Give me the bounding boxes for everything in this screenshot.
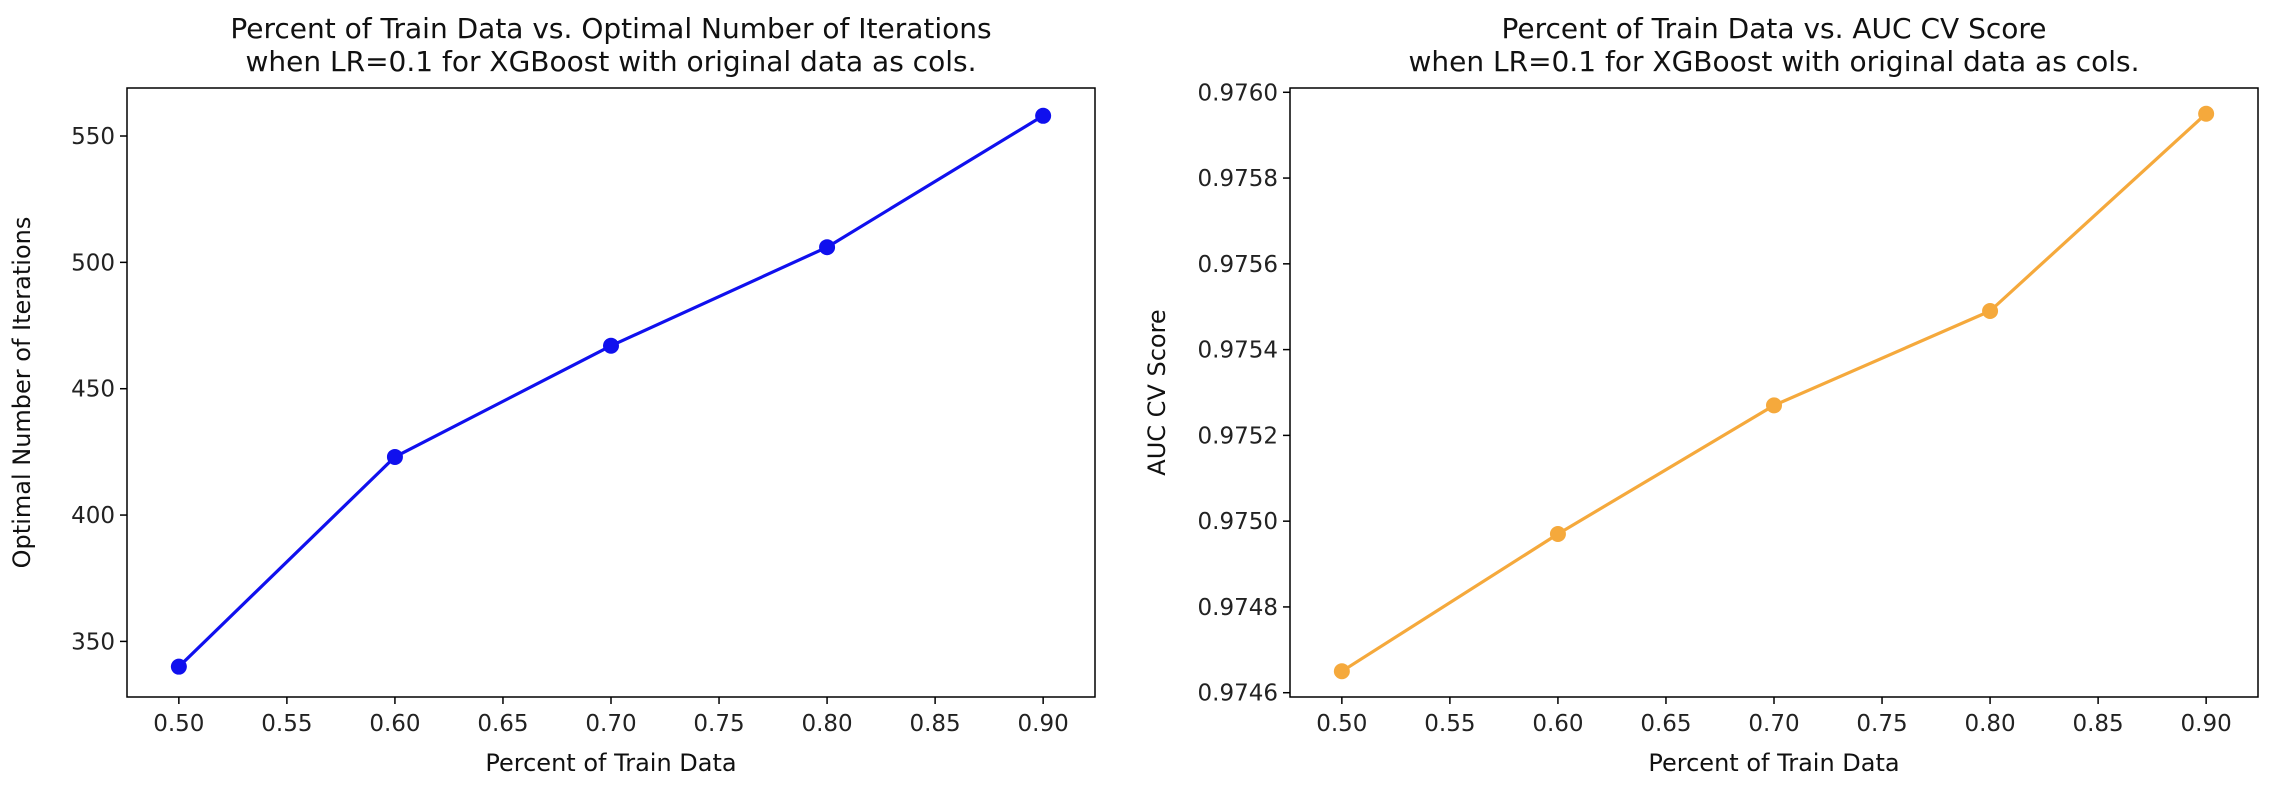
- x-tick-label: 0.65: [477, 711, 528, 737]
- y-tick-label: 0.9750: [1198, 509, 1278, 535]
- x-tick-label: 0.90: [2181, 711, 2232, 737]
- x-tick-label: 0.50: [153, 711, 204, 737]
- y-tick-label: 0.9754: [1198, 338, 1278, 364]
- x-tick-label: 0.70: [585, 711, 636, 737]
- x-axis-label: Percent of Train Data: [485, 749, 736, 777]
- y-tick-label: 350: [71, 629, 115, 655]
- y-tick-label: 0.9760: [1198, 80, 1278, 106]
- data-point: [1766, 397, 1782, 414]
- x-tick-label: 0.85: [909, 711, 960, 737]
- chart-title: Percent of Train Data vs. Optimal Number…: [230, 12, 991, 45]
- data-point: [1035, 107, 1052, 124]
- x-tick-label: 0.75: [693, 711, 744, 737]
- x-tick-label: 0.80: [1964, 711, 2015, 737]
- x-tick-label: 0.75: [1856, 711, 1907, 737]
- y-tick-label: 0.9748: [1198, 595, 1278, 621]
- x-tick-label: 0.85: [2072, 711, 2123, 737]
- y-axis-label: AUC CV Score: [1143, 309, 1171, 475]
- y-tick-label: 0.9758: [1198, 166, 1278, 192]
- data-point: [1982, 303, 1999, 320]
- chart-title: Percent of Train Data vs. AUC CV Score: [1501, 12, 2046, 45]
- data-point: [1549, 526, 1566, 543]
- x-tick-label: 0.55: [261, 711, 312, 737]
- data-point: [2198, 105, 2215, 122]
- y-tick-label: 450: [71, 377, 115, 403]
- x-tick-label: 0.50: [1316, 711, 1367, 737]
- y-tick-label: 550: [71, 124, 115, 150]
- chart-1: Percent of Train Data vs. Optimal Number…: [8, 12, 1096, 777]
- data-point: [170, 658, 187, 675]
- x-tick-label: 0.80: [801, 711, 852, 737]
- x-tick-label: 0.90: [1018, 711, 1069, 737]
- data-point: [819, 239, 836, 256]
- data-point: [1333, 663, 1350, 680]
- y-tick-label: 0.9746: [1198, 681, 1278, 707]
- x-tick-label: 0.55: [1424, 711, 1475, 737]
- x-tick-label: 0.65: [1640, 711, 1691, 737]
- x-tick-label: 0.60: [1532, 711, 1583, 737]
- y-tick-label: 0.9752: [1198, 423, 1278, 449]
- chart-subtitle: when LR=0.1 for XGBoost with original da…: [246, 45, 977, 78]
- data-point: [603, 337, 619, 354]
- data-point: [386, 448, 403, 465]
- x-tick-label: 0.60: [369, 711, 420, 737]
- x-axis-label: Percent of Train Data: [1648, 749, 1899, 777]
- y-tick-label: 400: [71, 503, 115, 529]
- chart-subtitle: when LR=0.1 for XGBoost with original da…: [1409, 45, 2140, 78]
- y-axis-label: Optimal Number of Iterations: [8, 217, 36, 569]
- y-tick-label: 0.9756: [1198, 252, 1278, 278]
- chart-2: Percent of Train Data vs. AUC CV Scorewh…: [1143, 12, 2259, 777]
- y-tick-label: 500: [71, 250, 115, 276]
- x-tick-label: 0.70: [1748, 711, 1799, 737]
